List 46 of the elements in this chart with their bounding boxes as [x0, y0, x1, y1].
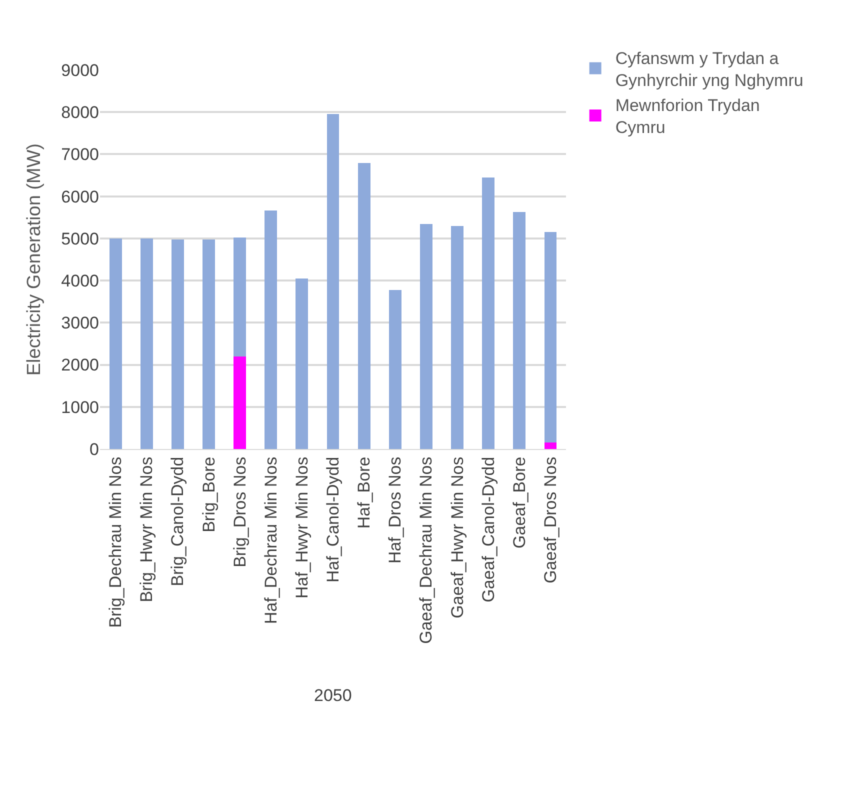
- bar: [234, 356, 246, 449]
- text: 2050: [314, 686, 352, 705]
- bar: [264, 210, 278, 449]
- x-tick-label: Gaeaf_Bore: [510, 456, 529, 548]
- x-tick-label: Brig_Bore: [199, 456, 218, 532]
- bar: [326, 114, 340, 449]
- x-tick-label: Brig_Dros Nos: [230, 456, 250, 568]
- x-tick-label: Haf_Hwyr Min Nos: [292, 456, 312, 599]
- bar: [234, 238, 246, 356]
- bar: [296, 278, 308, 449]
- y-tick-label: 2000: [61, 356, 99, 375]
- x-tick-label: Brig_Dechrau Min Nos: [106, 456, 126, 628]
- y-tick-label: 7000: [61, 145, 99, 164]
- y-tick-label: 4000: [61, 272, 99, 291]
- legend-label: Mewnforion Trydan Cymru: [615, 96, 760, 138]
- y-tick-label: 6000: [61, 187, 99, 206]
- x-tick-label: Gaeaf_Hwyr Min Nos: [448, 456, 467, 618]
- y-tick-label: 9000: [61, 60, 99, 80]
- y-tick-label: 5000: [61, 229, 99, 248]
- x-tick-label: Gaeaf_Dros Nos: [540, 456, 560, 584]
- x-tick-label: Brig_Canol-Dydd: [168, 456, 188, 586]
- bar: [420, 224, 432, 449]
- y-tick-label: 3000: [61, 314, 99, 333]
- bar: [451, 226, 464, 449]
- x-tick-label: Brig_Hwyr Min Nos: [137, 456, 156, 602]
- bar: [482, 177, 495, 449]
- y-tick-label: 0: [90, 440, 99, 459]
- legend-label: Cyfanswm y Trydan a Gynhyrchir yng Nghymru: [615, 48, 804, 90]
- y-tick-label: 8000: [61, 103, 99, 122]
- bar: [109, 238, 122, 449]
- y-tick-label: 1000: [61, 398, 99, 417]
- bar: [358, 163, 370, 449]
- bar: [513, 212, 526, 449]
- x-tick-label: Haf_Bore: [354, 456, 374, 529]
- bar: [544, 232, 557, 442]
- bar: [202, 239, 215, 449]
- x-tick-label: Gaeaf_Dechrau Min Nos: [416, 456, 436, 644]
- bar: [544, 442, 557, 449]
- x-tick-label: Haf_Dechrau Min Nos: [261, 456, 280, 624]
- x-tick-label: Haf_Canol-Dydd: [324, 456, 343, 582]
- bar: [388, 290, 402, 449]
- x-tick-label: Haf_Dros Nos: [386, 456, 405, 564]
- y-axis-title: Electricity Generation (MW): [24, 143, 46, 376]
- bar: [171, 240, 184, 449]
- bar: [140, 238, 153, 449]
- x-tick-label: Gaeaf_Canol-Dydd: [478, 456, 498, 602]
